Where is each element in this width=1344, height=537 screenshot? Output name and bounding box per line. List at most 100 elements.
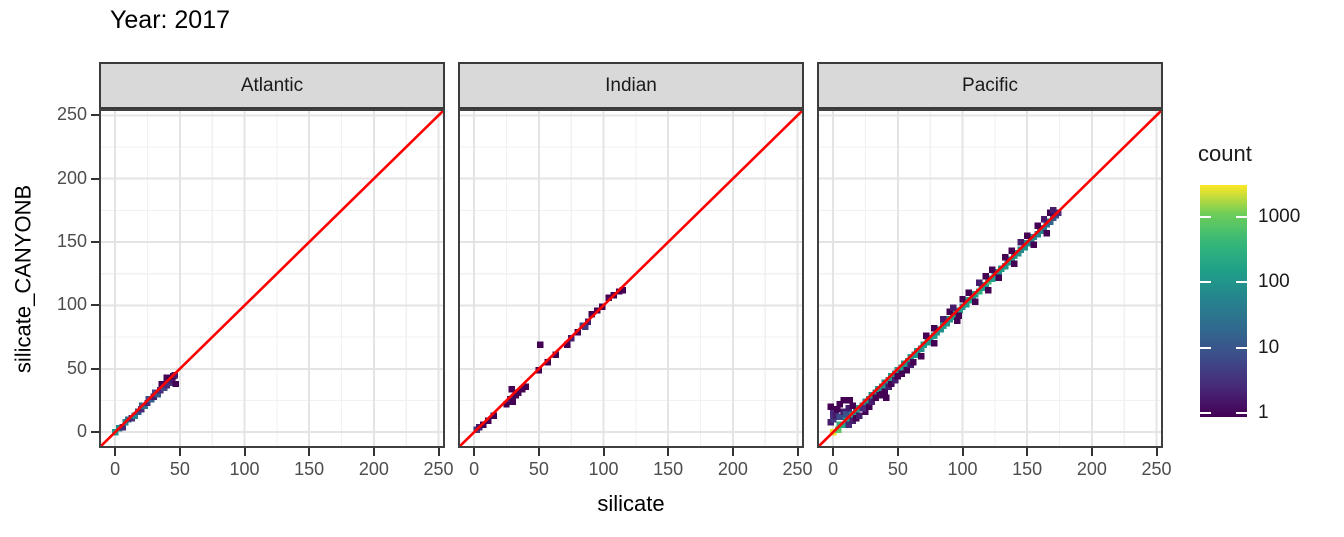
bin-square [827,403,834,411]
bin-square [853,408,860,416]
x-tick-mark [372,448,375,456]
bin-square [879,383,886,390]
facet-strip: Atlantic [99,62,445,109]
bin-square [1027,237,1035,245]
x-tick-label: 200 [358,459,389,479]
x-tick-label: 50 [169,459,190,479]
facet-column: Pacific [817,62,1163,448]
bin-square [911,351,918,359]
bin-square [835,426,842,433]
bin-square [849,402,856,409]
bin-square [954,317,961,324]
bin-square [119,423,127,431]
bin-square [904,357,912,365]
bin-square [959,295,966,303]
bin-square [872,394,880,402]
legend-tick-mark [1236,412,1247,415]
bin-square [1001,262,1009,270]
x-tick-label: 250 [1141,459,1172,479]
bin-square [976,288,983,295]
reference-line [458,109,804,448]
bin-square [518,385,526,393]
x-tick-label: 100 [229,459,260,479]
bin-square [917,345,925,352]
bin-square [881,388,889,395]
legend-tick-mark [1236,281,1247,284]
bin-square [144,399,151,407]
bin-square [995,274,1002,281]
legend-tick-mark [1200,281,1211,284]
x-tick-mark [796,448,799,456]
bin-square [840,421,847,428]
legend-tick-mark [1200,216,1211,219]
bin-square [1043,229,1050,237]
y-tick-mark [91,304,99,307]
x-tick-mark [178,448,181,456]
x-tick-mark [1090,448,1093,456]
x-tick-mark [832,448,835,456]
panel-atlantic [99,109,445,448]
x-tick-mark [1026,448,1029,456]
bin-square [619,286,627,294]
x-tick-mark [667,448,670,456]
bin-square [894,373,902,380]
x-axis-title: silicate [597,491,665,516]
x-tick-mark [473,448,476,456]
bin-square [131,412,138,419]
bin-square [1011,260,1018,267]
x-tick-label: 150 [1012,459,1043,479]
facet-label: Indian [605,74,657,96]
bin-square [956,307,964,314]
bin-square [845,404,852,412]
y-tick-mark [91,367,99,370]
bin-square [868,398,876,405]
bin-square [1008,247,1015,255]
legend-tick-label: 1 [1258,402,1269,424]
bin-square [849,417,856,424]
bin-square [588,311,596,318]
bin-square [833,406,841,413]
bin-square [937,326,944,333]
x-tick-label: 0 [828,459,839,479]
x-tick-mark [896,448,899,456]
x-tick-mark [243,448,246,456]
bin-square [564,341,571,348]
bin-square [154,390,162,398]
bin-square [522,383,530,390]
panel-border [99,109,445,448]
facet-label: Pacific [962,74,1018,96]
bin-square [158,380,165,388]
legend-tick-mark [1200,346,1211,349]
bin-square [950,304,957,312]
reference-line [817,109,1163,448]
legend-tick-mark [1200,412,1211,415]
facet-strip: Pacific [817,62,1163,109]
bin-square [950,313,957,321]
x-tick-label: 0 [469,459,480,479]
bin-square [898,364,905,371]
bin-square [923,332,930,340]
bin-square [514,389,522,397]
bin-square [605,294,612,302]
bin-square [1008,256,1015,264]
y-axis-title: silicate_CANYONB [10,184,36,374]
x-tick-label: 250 [782,459,813,479]
legend-title: count [1198,141,1252,166]
bin-square [552,351,559,359]
bin-square [490,412,497,419]
bin-square [892,376,899,384]
bin-square [943,319,951,327]
legend-tick-label: 100 [1258,271,1290,293]
bin-square [1017,238,1024,246]
facet-strip: Indian [458,62,804,109]
panel-pacific [817,109,1163,448]
bin-square [509,398,517,405]
x-tick-label: 150 [294,459,325,479]
y-tick-label: 50 [66,357,87,378]
bin-square [1034,222,1041,229]
bin-square [508,385,515,393]
bin-square [982,273,990,280]
bin-square [1034,231,1041,238]
bin-square [485,417,492,424]
